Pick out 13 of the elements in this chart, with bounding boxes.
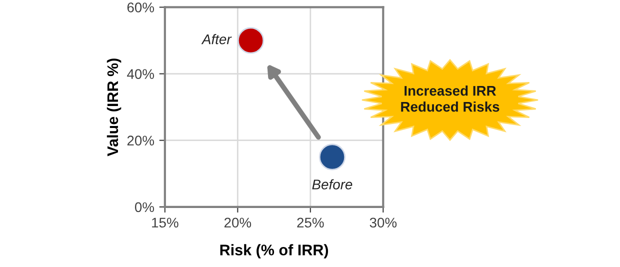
y-axis-title: Value (IRR %)	[106, 58, 122, 156]
x-axis-title: Risk (% of IRR)	[220, 244, 328, 258]
x-tick-label: 15%	[152, 218, 178, 228]
y-tick-label: 40%	[127, 69, 154, 79]
series-label: Before	[312, 179, 352, 190]
y-tick-label: 20%	[127, 136, 154, 146]
x-tick-label: 30%	[370, 218, 397, 228]
x-tick-label: 25%	[297, 218, 324, 228]
text: Increased IRR Reduced Risks	[401, 86, 500, 112]
y-tick-label: 0%	[134, 202, 154, 212]
x-tick-label: 20%	[224, 218, 252, 228]
series-label: After	[201, 34, 232, 44]
y-tick-label: 60%	[127, 2, 154, 12]
